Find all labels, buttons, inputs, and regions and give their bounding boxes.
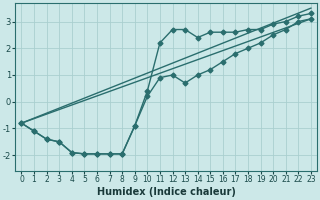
- X-axis label: Humidex (Indice chaleur): Humidex (Indice chaleur): [97, 187, 236, 197]
